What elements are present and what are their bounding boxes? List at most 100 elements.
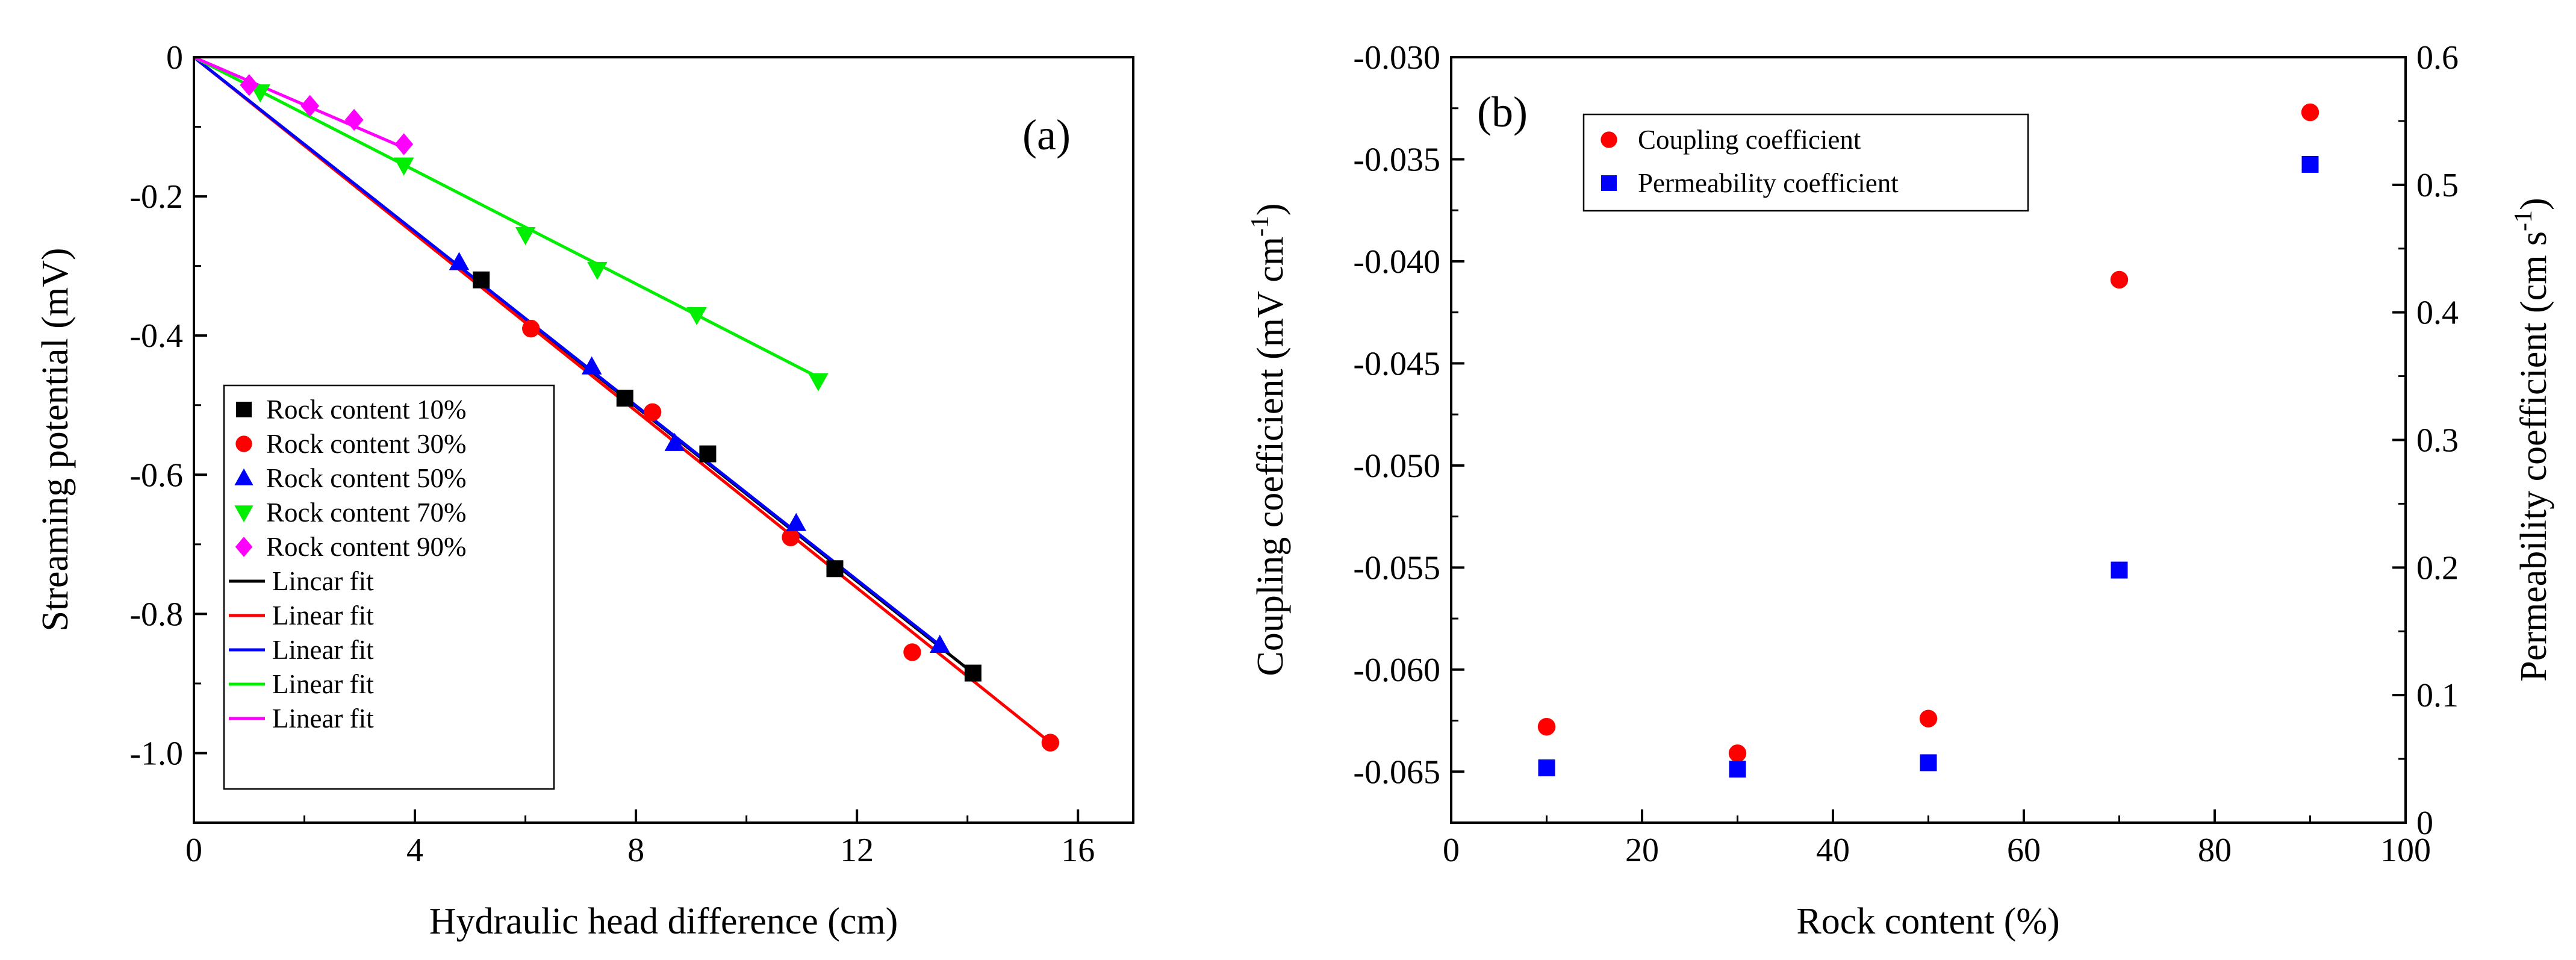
chart-panel-b: 0 20 40 60 80 100 -0.030 -0.035 -0.040 -0.045 -0.…	[1246, 39, 2554, 942]
legend-marker	[235, 435, 252, 452]
y-right-tick-label: 0	[2416, 805, 2433, 842]
y-left-tick-label: -0.060	[1353, 652, 1440, 689]
legend-label: Permeability coefficient	[1638, 168, 1899, 198]
data-point	[300, 95, 320, 117]
x-tick-label: 4	[406, 832, 423, 869]
data-point	[1920, 754, 1937, 771]
legend-label: Rock content 10%	[266, 394, 466, 425]
x-tick-label: 12	[840, 832, 874, 869]
y-axis-title-right-main: Permeability coefficient (cm s	[2513, 231, 2554, 682]
y-axis-title-left-end: )	[1250, 203, 1291, 216]
legend-box-b	[1582, 113, 2029, 212]
data-point	[2110, 270, 2129, 289]
x-axis-title-b: Rock content (%)	[1796, 901, 2059, 942]
data-point	[1919, 709, 1938, 728]
data-point	[1728, 744, 1747, 762]
x-tick-label: 80	[2198, 832, 2232, 869]
data-point	[1538, 759, 1555, 776]
data-point	[826, 560, 844, 578]
legend-label: Rock content 70%	[266, 497, 466, 528]
x-tick-label: 0	[185, 832, 202, 869]
data-point	[2301, 103, 2319, 122]
data-point	[782, 528, 800, 546]
legend-label: Linear fit	[272, 703, 374, 734]
x-tick-label: 60	[2007, 832, 2041, 869]
x-tick-label: 20	[1625, 832, 1659, 869]
y-axis-title-left-main: Coupling coefficient (mV cm	[1250, 237, 1291, 676]
y-axis-title-right-b: Permeability coefficient (cm s-1)	[2510, 198, 2554, 681]
y-tick-label: -0.8	[129, 596, 183, 633]
panel-label-a: (a)	[1022, 111, 1071, 159]
y-right-tick-label: 0.5	[2416, 167, 2459, 204]
y-left-tick-label: -0.045	[1353, 345, 1440, 382]
legend-label: Rock content 90%	[266, 532, 466, 562]
data-point	[786, 513, 807, 531]
y-axis-title-left-sup: -1	[1246, 216, 1274, 237]
plot-frame-a	[193, 56, 1134, 824]
fit-line	[193, 55, 405, 149]
data-point	[250, 84, 270, 103]
x-tick-label: 100	[2380, 832, 2431, 869]
data-point	[515, 227, 536, 246]
legend-marker	[234, 505, 254, 523]
y-left-tick-label: -0.035	[1353, 141, 1440, 178]
legend-marker	[235, 537, 253, 557]
data-point	[581, 356, 602, 375]
y-axis-title-left-b: Coupling coefficient (mV cm-1)	[1246, 203, 1291, 676]
legend-box-a	[223, 384, 555, 790]
y-tick-label: 0	[166, 39, 183, 76]
legend-label: Coupling coefficient	[1638, 125, 1861, 155]
x-tick-label: 16	[1061, 832, 1095, 869]
legend-marker	[236, 402, 252, 417]
legend-label: Linear fit	[272, 669, 374, 699]
legend-a: Rock content 10% Rock content 30% Rock con…	[223, 384, 555, 790]
data-point	[664, 432, 685, 451]
y-axis-title-a: Streaming potential (mV)	[35, 248, 76, 631]
chart-panel-a: 0 4 8 12 16 0 -0.2 -0.4 -0.6 -0.8 -1.0 Hydraulic …	[35, 39, 1134, 942]
data-point	[930, 634, 950, 653]
data-point	[2301, 155, 2319, 173]
x-axis-title-a: Hydraulic head difference (cm)	[429, 901, 898, 942]
legend-label: Linear fit	[272, 600, 374, 631]
y-left-tick-label: -0.065	[1353, 753, 1440, 791]
y-right-tick-label: 0.3	[2416, 422, 2459, 460]
data-point	[522, 319, 540, 338]
y-right-tick-label: 0.4	[2416, 295, 2459, 332]
data-point	[1537, 718, 1556, 736]
y-left-tick-label: -0.040	[1353, 243, 1440, 281]
legend-label: Rock content 50%	[266, 463, 466, 493]
data-point	[449, 252, 470, 270]
data-point	[344, 108, 364, 131]
x-tick-label: 0	[1443, 832, 1460, 869]
y-axis-title-right-sup: -1	[2510, 210, 2537, 231]
y-tick-label: -0.4	[129, 317, 183, 355]
legend-b: Coupling coefficient Permeability coeffic…	[1582, 113, 2029, 212]
legend-marker	[1601, 175, 1617, 191]
data-point	[393, 157, 414, 176]
data-point	[964, 664, 982, 682]
y-left-tick-label: -0.050	[1353, 447, 1440, 485]
fit-line	[193, 56, 941, 647]
legend-marker	[1601, 131, 1617, 148]
data-point	[808, 373, 829, 391]
y-left-tick-label: -0.055	[1353, 549, 1440, 587]
legend-marker	[234, 468, 254, 485]
y-right-tick-label: 0.1	[2416, 677, 2459, 714]
data-point	[394, 133, 414, 155]
data-point	[686, 307, 707, 326]
data-point	[616, 390, 633, 407]
data-point	[2111, 561, 2128, 579]
x-tick-label: 40	[1816, 832, 1850, 869]
data-point	[473, 271, 490, 288]
data-point	[1041, 734, 1060, 752]
data-point	[699, 445, 717, 463]
y-right-tick-label: 0.6	[2416, 39, 2459, 76]
data-point	[587, 261, 608, 280]
data-point	[240, 74, 259, 96]
panel-label-b: (b)	[1477, 88, 1528, 136]
y-tick-label: -0.2	[129, 178, 183, 216]
y-right-tick-label: 0.2	[2416, 549, 2459, 587]
legend-label: Linear fit	[272, 635, 374, 665]
data-point	[903, 643, 921, 661]
